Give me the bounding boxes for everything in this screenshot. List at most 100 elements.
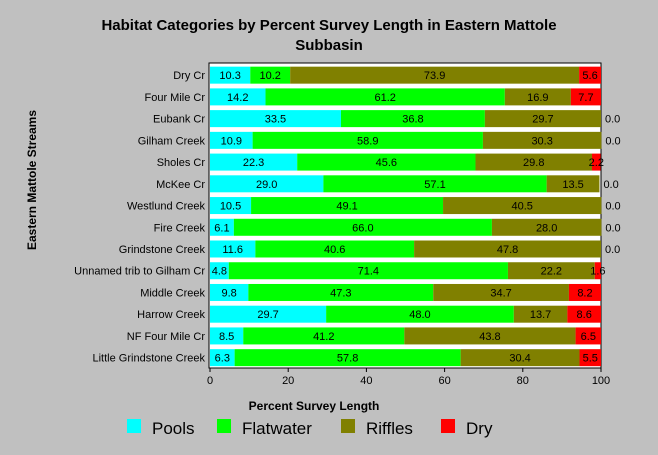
legend-label-riffles: Riffles	[366, 419, 413, 438]
chart-title-line-1: Habitat Categories by Percent Survey Len…	[101, 17, 556, 34]
data-label-flatwater: 48.0	[409, 309, 430, 321]
data-label-pools: 11.6	[222, 244, 243, 256]
category-label: Fire Creek	[154, 222, 206, 234]
data-label-riffles: 30.4	[509, 353, 530, 365]
bar-segment-riffles	[491, 218, 602, 236]
x-axis-title: Percent Survey Length	[249, 399, 380, 413]
category-label: Middle Creek	[140, 287, 205, 299]
data-label-riffles: 13.7	[530, 309, 551, 321]
bar-segment-pools	[210, 327, 244, 345]
data-label-flatwater: 49.1	[336, 201, 357, 213]
bar-segment-pools	[210, 218, 234, 236]
data-label-dry: 0.0	[605, 244, 620, 256]
bar-segment-riffles	[404, 327, 576, 345]
data-label-pools: 29.0	[256, 179, 277, 191]
bar-segment-pools	[210, 175, 324, 193]
bar-segment-pools	[210, 240, 256, 258]
data-label-flatwater: 66.0	[352, 222, 373, 234]
category-label: Eubank Cr	[153, 114, 205, 126]
category-label: Westlund Creek	[127, 201, 206, 213]
data-label-flatwater: 41.2	[313, 331, 334, 343]
data-label-pools: 33.5	[265, 114, 286, 126]
bar-segment-riffles	[507, 262, 595, 280]
bar-segment-pools	[210, 283, 249, 301]
bar-segment-flatwater	[255, 240, 415, 258]
data-label-riffles: 40.5	[511, 201, 532, 213]
bar-segment-flatwater	[297, 153, 476, 171]
data-label-riffles: 29.7	[532, 114, 553, 126]
bar-segment-pools	[210, 349, 235, 367]
data-label-riffles: 13.5	[562, 179, 583, 191]
data-label-riffles: 22.2	[541, 266, 562, 278]
category-label: Four Mile Cr	[144, 92, 205, 104]
data-label-dry: 7.7	[578, 92, 593, 104]
data-label-flatwater: 36.8	[402, 114, 423, 126]
data-label-flatwater: 58.9	[357, 135, 378, 147]
data-label-flatwater: 10.2	[259, 70, 280, 82]
bar-segment-pools	[210, 262, 229, 280]
bar-segment-flatwater	[233, 218, 492, 236]
bar-segment-flatwater	[323, 175, 547, 193]
data-label-dry: 8.6	[577, 309, 592, 321]
data-label-dry: 2.2	[589, 157, 604, 169]
chart-title-line-2: Subbasin	[295, 37, 363, 54]
x-tick-label: 0	[207, 375, 213, 387]
legend-swatch-dry	[441, 419, 455, 433]
data-label-flatwater: 45.6	[376, 157, 397, 169]
legend-label-flatwater: Flatwater	[242, 419, 312, 438]
bar-segment-flatwater	[250, 66, 291, 84]
bar-segment-riffles	[460, 349, 580, 367]
data-label-dry: 0.0	[605, 222, 620, 234]
x-axis: 0 20 40 60 80 100	[207, 368, 610, 387]
data-label-riffles: 30.3	[531, 135, 552, 147]
x-tick-label: 40	[360, 375, 372, 387]
data-label-dry: 0.0	[605, 114, 620, 126]
category-label: Grindstone Creek	[119, 244, 206, 256]
bar-segment-flatwater	[326, 305, 514, 323]
bar-segment-pools	[210, 131, 253, 149]
x-tick-label: 100	[592, 375, 610, 387]
data-label-flatwater: 61.2	[374, 92, 395, 104]
data-label-pools: 10.3	[219, 70, 240, 82]
x-tick-label: 20	[282, 375, 294, 387]
data-label-dry: 5.5	[583, 353, 598, 365]
bar-segment-pools	[210, 88, 266, 106]
data-label-pools: 9.8	[222, 287, 237, 299]
bars-group: 10.3 10.2 73.9 5.6 14.2 61.2 16.9 7.7 33.5 36.8 29…	[210, 66, 621, 367]
bar-segment-flatwater	[265, 88, 505, 106]
data-label-pools: 10.9	[221, 135, 242, 147]
data-label-flatwater: 57.1	[424, 179, 445, 191]
bar-segment-pools	[210, 305, 327, 323]
bar-segment-flatwater	[248, 283, 434, 301]
data-label-riffles: 29.8	[523, 157, 544, 169]
bar-segment-flatwater	[252, 131, 483, 149]
data-label-dry: 1.6	[590, 266, 605, 278]
bar-segment-riffles	[414, 240, 601, 258]
bar-segment-flatwater	[228, 262, 508, 280]
y-axis-title: Eastern Mattole Streams	[25, 110, 39, 250]
data-label-riffles: 34.7	[490, 287, 511, 299]
data-label-riffles: 73.9	[424, 70, 445, 82]
legend-label-pools: Pools	[152, 419, 195, 438]
category-label: Unnamed trib to Gilham Cr	[74, 266, 205, 278]
data-label-pools: 29.7	[257, 309, 278, 321]
bar-segment-riffles	[513, 305, 568, 323]
bar-segment-dry	[567, 305, 601, 323]
legend-swatch-riffles	[341, 419, 355, 433]
bar-segment-dry	[594, 262, 601, 280]
data-label-dry: 5.6	[582, 70, 597, 82]
category-label: Dry Cr	[173, 70, 205, 82]
data-label-dry: 8.2	[577, 287, 592, 299]
category-label: Gilham Creek	[138, 135, 206, 147]
bar-segment-riffles	[475, 153, 593, 171]
y-axis: Dry Cr Four Mile Cr Eubank Cr Gilham Creek S…	[74, 70, 205, 365]
data-label-flatwater: 47.3	[330, 287, 351, 299]
data-label-pools: 8.5	[219, 331, 234, 343]
bar-segment-dry	[592, 153, 601, 171]
bar-segment-pools	[210, 66, 251, 84]
bar-segment-pools	[210, 110, 341, 128]
bar-segment-dry	[575, 327, 601, 345]
data-label-flatwater: 71.4	[358, 266, 379, 278]
bar-segment-flatwater	[251, 197, 444, 215]
